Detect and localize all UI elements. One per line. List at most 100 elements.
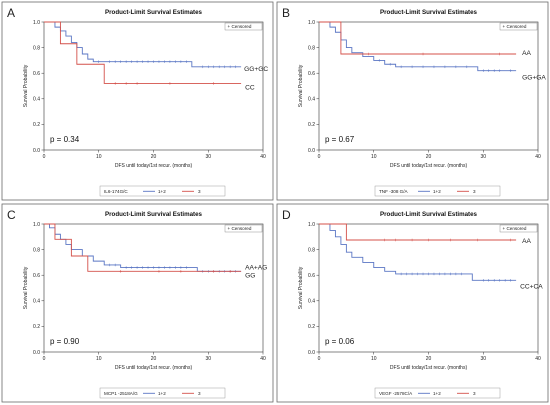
censor-mark — [223, 65, 226, 69]
censor-mark — [454, 65, 458, 69]
censor-mark — [217, 65, 221, 69]
censor-mark — [366, 52, 370, 56]
x-tick-label: 0 — [43, 154, 46, 160]
censor-mark — [174, 266, 177, 269]
legend-title: IL6-174G/C — [104, 189, 128, 194]
censor-mark — [124, 60, 128, 63]
plot-area — [318, 21, 539, 151]
censored-legend: + Censored — [224, 22, 263, 31]
censored-legend-box — [499, 224, 538, 233]
censor-mark — [492, 69, 496, 72]
survival-curve-gg — [44, 223, 242, 272]
x-tick-label: 10 — [371, 356, 377, 362]
censor-mark — [108, 263, 111, 267]
y-tick-label: 0.8 — [308, 247, 315, 253]
x-axis-label: DFS until today/1st recur. (months) — [390, 163, 468, 169]
legend-title: VEGF -2578C/A — [379, 391, 413, 396]
censor-mark — [179, 266, 183, 269]
y-tick-label: 0.4 — [308, 299, 315, 305]
legend-series-label: 3 — [473, 391, 476, 396]
censor-mark — [157, 270, 161, 273]
panel-letter: A — [7, 6, 15, 20]
censor-mark — [135, 60, 139, 63]
y-axis-label: Survival Probability — [298, 266, 304, 309]
series-legend-box — [374, 185, 501, 197]
curve-label: GG+GC — [244, 66, 268, 73]
censor-mark — [487, 69, 491, 72]
censor-mark — [141, 266, 144, 269]
censor-mark — [108, 60, 111, 63]
censor-mark — [427, 272, 430, 276]
censor-mark — [498, 279, 501, 282]
y-tick-label: 0.8 — [308, 45, 315, 51]
y-tick-label: 0.4 — [33, 97, 40, 103]
censor-mark — [399, 272, 403, 276]
series-legend: TNF -308 G/A 1+2 3 — [374, 185, 501, 197]
y-tick-label: 0.6 — [308, 273, 315, 279]
legend-series-label: 3 — [198, 391, 201, 396]
survival-curve-aa — [319, 223, 517, 241]
legend-series-label: 1+2 — [158, 189, 166, 194]
km-plot-a: A Product-Limit Survival Estimates + Censo… — [1, 1, 274, 201]
censor-mark — [438, 272, 441, 276]
curve-label: CC+CA — [520, 283, 543, 290]
panel-letter: B — [282, 6, 290, 20]
p-value: p = 0.67 — [325, 135, 355, 144]
x-tick-label: 20 — [426, 356, 432, 362]
censor-mark — [212, 82, 216, 85]
censor-mark — [377, 59, 381, 62]
censor-mark — [416, 272, 419, 276]
y-tick-label: 1.0 — [308, 20, 315, 26]
censor-mark — [113, 82, 117, 85]
censor-mark — [157, 266, 161, 269]
y-tick-label: 0.4 — [33, 299, 40, 305]
legend-series-label: 3 — [473, 189, 476, 194]
censor-mark — [152, 60, 155, 63]
censored-legend-box — [499, 22, 538, 31]
legend-series-label: 1+2 — [433, 391, 441, 396]
censor-mark — [432, 65, 436, 69]
censor-mark — [130, 266, 133, 269]
censor-mark — [119, 60, 122, 63]
series-legend-box — [99, 387, 226, 399]
series-legend: MCP1 -2518A/G 1+2 3 — [99, 387, 226, 399]
survival-curve-cc — [44, 21, 242, 84]
censor-mark — [443, 272, 447, 276]
censor-mark — [113, 263, 117, 267]
censor-mark — [141, 60, 144, 63]
chart-title: Product-Limit Survival Estimates — [380, 9, 478, 16]
y-tick-label: 1.0 — [33, 20, 40, 26]
y-tick-label: 0.0 — [33, 350, 40, 356]
censor-mark — [124, 266, 128, 269]
censor-mark — [163, 60, 166, 63]
censor-mark — [201, 65, 205, 69]
km-panel-c: C Product-Limit Survival Estimates + Censo… — [0, 202, 275, 404]
y-tick-label: 0.8 — [33, 247, 40, 253]
curve-label: GG+GA — [522, 75, 546, 82]
series-legend-box — [99, 185, 226, 197]
panel-letter: D — [282, 208, 291, 222]
y-axis-label: Survival Probability — [23, 266, 29, 309]
censor-mark — [410, 65, 414, 69]
curve-label: AA — [522, 238, 531, 245]
survival-curve-gg-ga — [319, 21, 517, 72]
x-tick-label: 30 — [205, 356, 211, 362]
y-tick-label: 0.2 — [33, 122, 40, 128]
censor-mark — [163, 266, 166, 269]
series-legend-box — [374, 387, 501, 399]
censor-mark — [234, 65, 237, 69]
censor-mark — [465, 65, 469, 69]
censor-mark — [394, 238, 397, 242]
km-plot-b: B Product-Limit Survival Estimates + Censo… — [276, 1, 549, 201]
curve-label: AA — [522, 50, 531, 57]
censor-mark — [212, 270, 216, 273]
y-tick-label: 0.0 — [308, 350, 315, 356]
series-legend: IL6-174G/C 1+2 3 — [99, 185, 226, 197]
censor-mark — [421, 272, 425, 276]
panel-letter: C — [7, 208, 16, 222]
curve-label: AA+AG — [245, 264, 267, 271]
censor-mark — [487, 279, 491, 282]
x-tick-label: 40 — [535, 154, 541, 160]
y-tick-label: 0.2 — [33, 324, 40, 330]
y-tick-label: 0.6 — [308, 71, 315, 77]
